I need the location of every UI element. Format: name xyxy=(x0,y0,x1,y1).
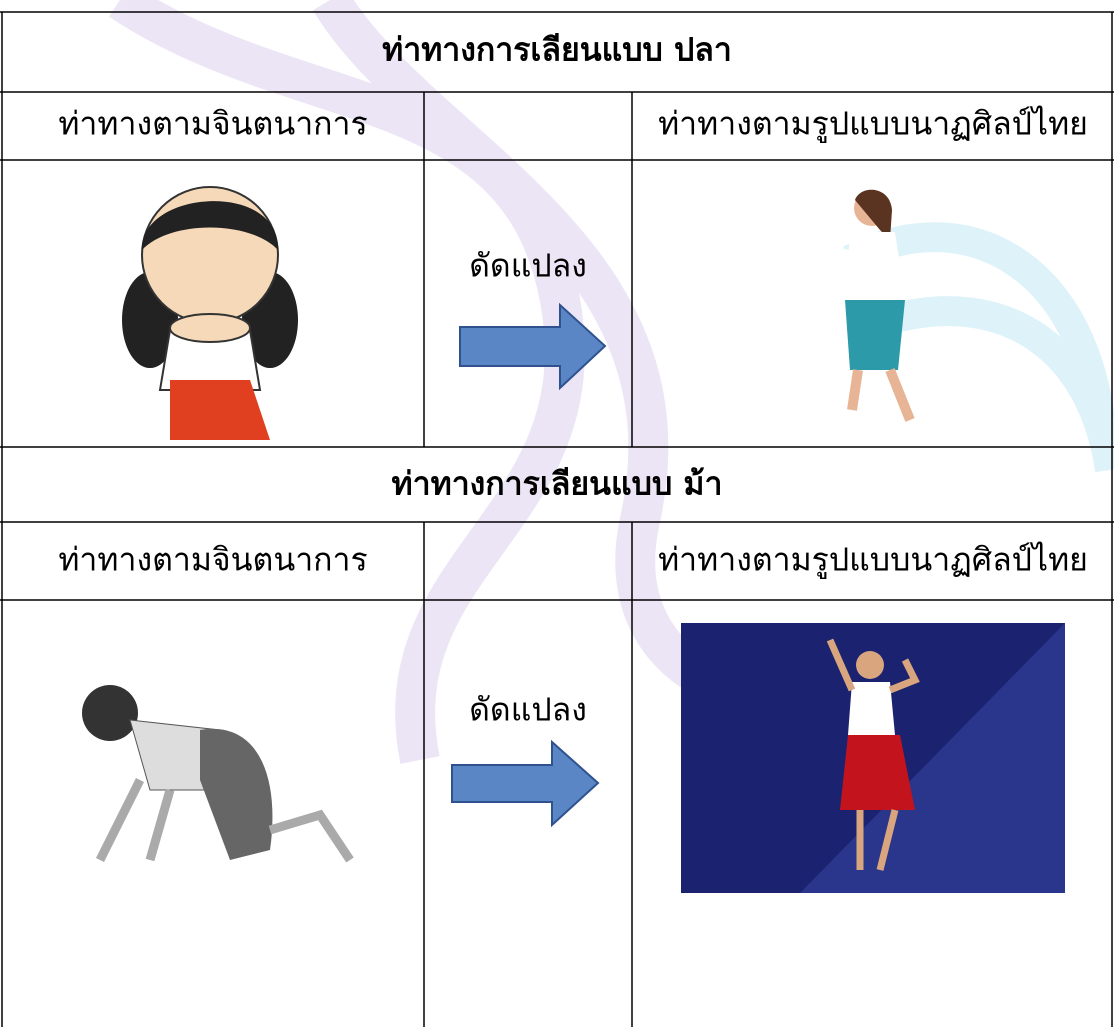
section-title: ท่าทางการเลียนแบบ ปลา xyxy=(382,31,732,69)
transform-label: ดัดแปลง xyxy=(469,247,587,285)
right-label: ท่าทางตามรูปแบบนาฏศิลป์ไทย xyxy=(658,541,1088,580)
left-label: ท่าทางตามจินตนาการ xyxy=(58,541,367,579)
table-grid xyxy=(0,11,1114,1027)
section-title: ท่าทางการเลียนแบบ ม้า xyxy=(392,465,723,503)
right-label: ท่าทางตามรูปแบบนาฏศิลป์ไทย xyxy=(658,105,1088,144)
stage-photo xyxy=(681,623,1065,893)
crawling-image xyxy=(82,685,354,863)
cartoon-image xyxy=(122,186,298,440)
left-label: ท่าทางตามจินตนาการ xyxy=(58,105,367,143)
dancer-image xyxy=(800,189,915,422)
transform-label: ดัดแปลง xyxy=(469,691,587,729)
arrow xyxy=(459,302,607,391)
arrow xyxy=(451,739,600,828)
